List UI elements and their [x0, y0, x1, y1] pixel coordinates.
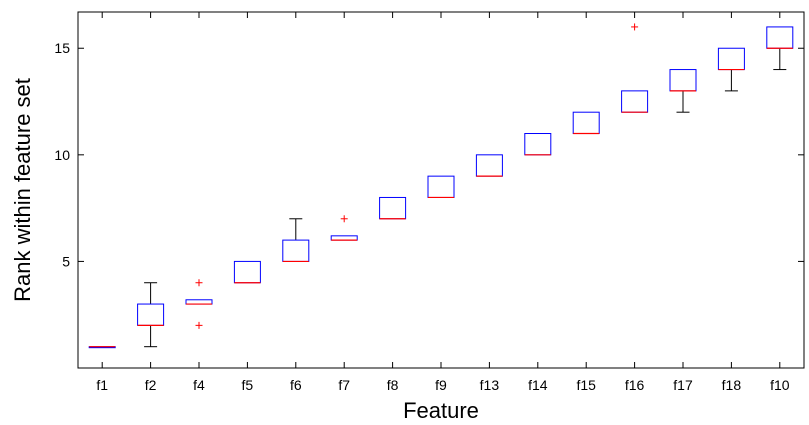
outlier-marker: [631, 23, 639, 31]
x-tick-label: f5: [242, 377, 254, 393]
box-f7: [330, 215, 358, 241]
box-f1: [88, 346, 116, 349]
box-f2: [137, 282, 165, 348]
y-tick-label: 5: [62, 253, 70, 269]
x-tick-label: f14: [528, 377, 548, 393]
box-iqr: [766, 26, 794, 49]
box-iqr: [379, 196, 407, 220]
box-iqr: [185, 299, 213, 305]
x-tick-label: f16: [625, 377, 645, 393]
box-f14: [524, 133, 552, 156]
box-f8: [379, 196, 407, 220]
box-f6: [282, 218, 310, 263]
plot-border: [77, 11, 805, 369]
box-f10: [766, 26, 794, 71]
box-f15: [572, 111, 600, 135]
box-iqr: [524, 133, 552, 156]
boxes-layer: [88, 23, 794, 349]
box-f16: [621, 23, 649, 113]
box-f18: [717, 47, 745, 92]
x-tick-label: f18: [722, 377, 742, 393]
outlier-marker: [195, 279, 203, 287]
box-iqr: [282, 239, 310, 262]
x-axis-title: Feature: [403, 398, 479, 423]
x-tick-label: f8: [387, 377, 399, 393]
x-tick-label: f9: [435, 377, 447, 393]
box-iqr: [621, 90, 649, 113]
x-tick-label: f13: [480, 377, 500, 393]
x-axis-ticks: f1 f2 f4 f5 f6 f7 f8 f9 f13 f14 f15 f16 f17 f18 f10: [96, 12, 790, 393]
box-f9: [427, 175, 455, 199]
box-iqr: [330, 235, 358, 241]
box-iqr: [669, 69, 697, 92]
box-iqr: [137, 303, 165, 326]
y-tick-label: 10: [54, 147, 70, 163]
x-tick-label: f10: [770, 377, 790, 393]
x-tick-label: f1: [96, 377, 108, 393]
x-tick-label: f7: [338, 377, 350, 393]
x-tick-label: f17: [673, 377, 693, 393]
x-tick-label: f6: [290, 377, 302, 393]
y-tick-label: 15: [54, 40, 70, 56]
box-f17: [669, 69, 697, 113]
box-iqr: [572, 111, 600, 135]
outlier-marker: [340, 215, 348, 223]
box-iqr: [475, 154, 503, 177]
y-axis-title: Rank within feature set: [10, 78, 35, 302]
box-iqr: [717, 47, 745, 71]
outlier-marker: [195, 321, 203, 329]
x-tick-label: f15: [576, 377, 596, 393]
box-f13: [475, 154, 503, 177]
x-tick-label: f4: [193, 377, 205, 393]
box-f4: [185, 279, 213, 329]
box-f5: [233, 260, 261, 284]
x-tick-label: f2: [145, 377, 157, 393]
plot-frame: [77, 11, 805, 369]
box-iqr: [427, 175, 455, 198]
box-iqr: [233, 260, 261, 284]
y-axis-ticks: 5 10 15: [54, 40, 804, 269]
